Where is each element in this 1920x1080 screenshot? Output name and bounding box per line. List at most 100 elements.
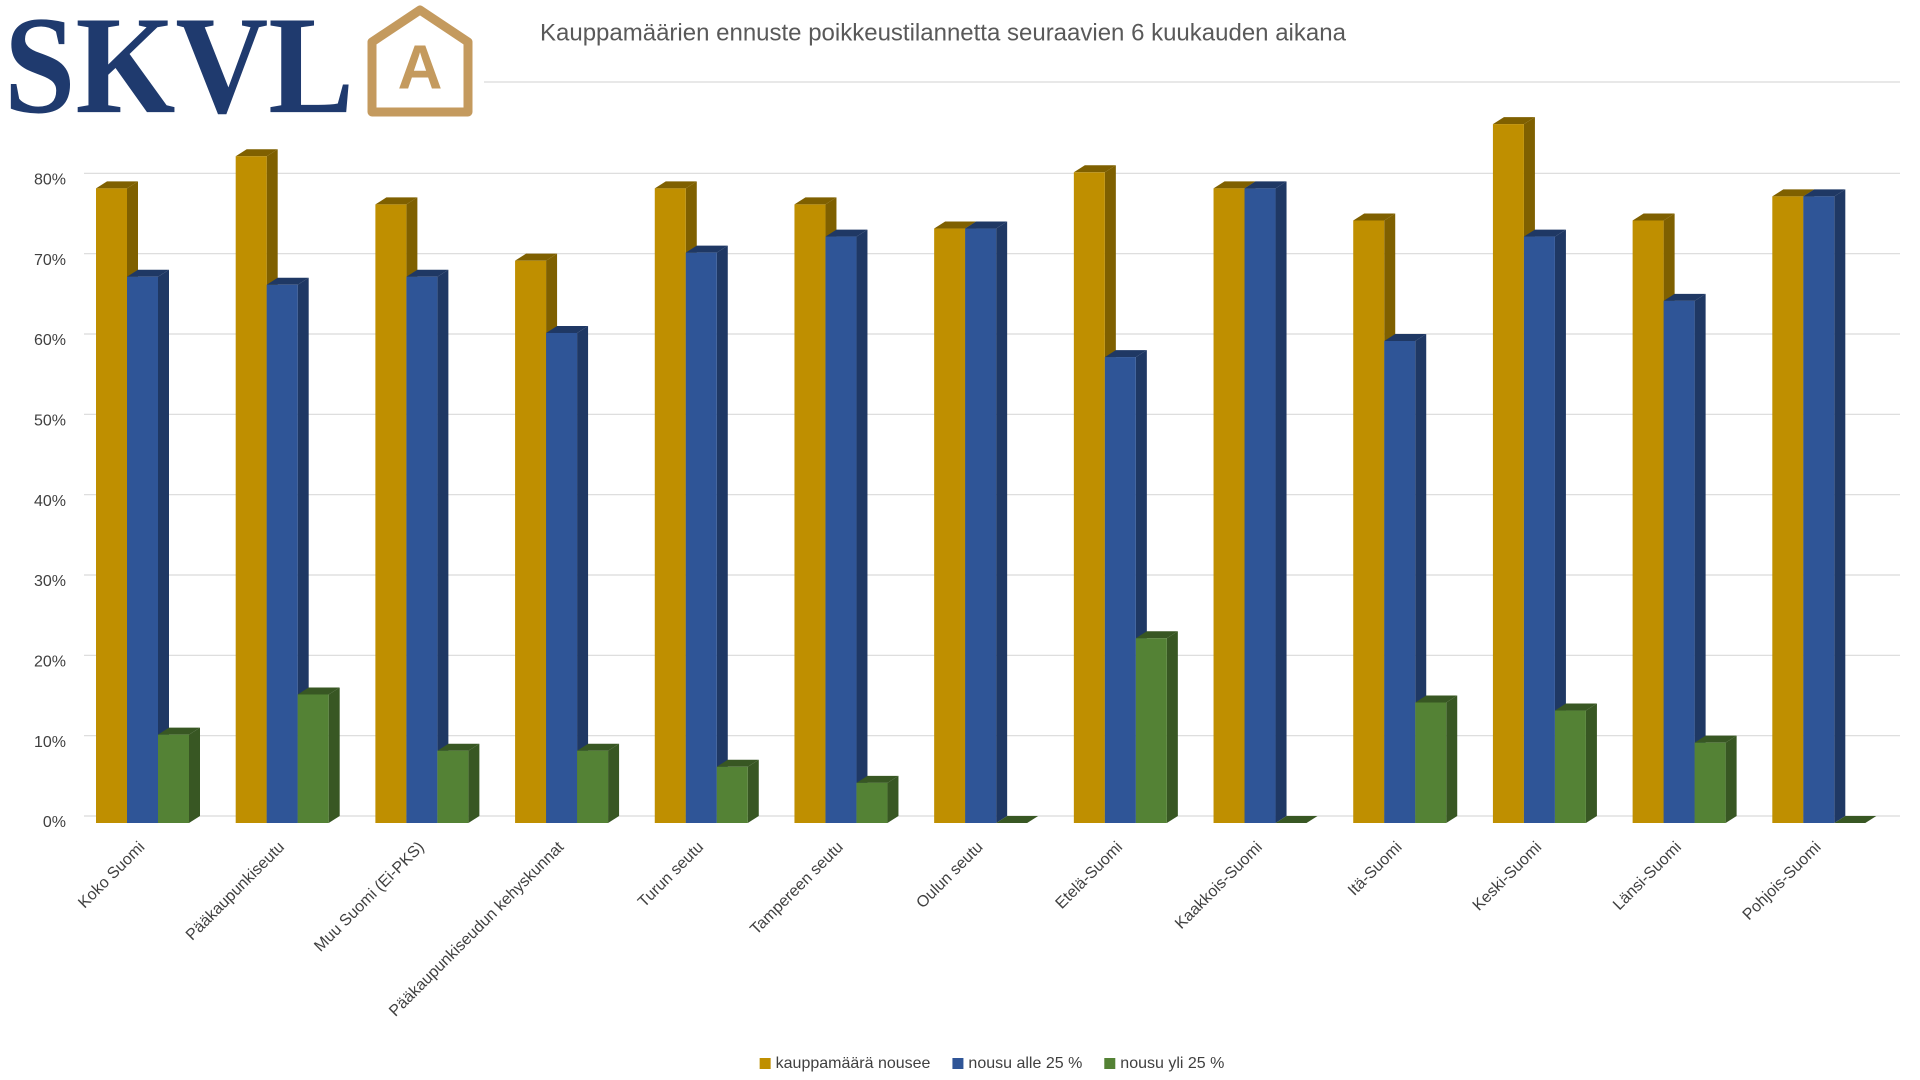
bar-top <box>996 816 1039 823</box>
bar <box>1135 638 1167 823</box>
legend-label: nousu alle 25 % <box>968 1055 1082 1072</box>
bar-top <box>96 181 138 189</box>
bar-top <box>856 775 899 783</box>
bar-top <box>1803 189 1846 197</box>
bar-side <box>1554 229 1566 824</box>
bar <box>1554 710 1586 823</box>
bar <box>127 276 158 823</box>
bar-top <box>1244 181 1287 189</box>
bar-side <box>608 743 620 823</box>
bar-top <box>1104 350 1147 358</box>
logo-letter: A <box>398 33 443 102</box>
bar-top <box>1523 229 1566 237</box>
x-tick-label: Oulun seutu <box>913 839 986 912</box>
bar-top <box>546 325 589 333</box>
bar-side <box>887 775 899 823</box>
y-tick-label: 50% <box>34 413 66 430</box>
bar-side <box>437 269 449 823</box>
logo-text: SKVL <box>4 0 354 143</box>
legend: kauppamäärä nousee nousu alle 25 % nousu y… <box>759 1055 1224 1072</box>
bar-top <box>1632 213 1675 221</box>
x-tick-label: Kaakkois-Suomi <box>1172 839 1266 933</box>
bar <box>1663 300 1695 823</box>
x-tick-label: Länsi-Suomi <box>1610 839 1685 914</box>
bar <box>716 766 748 823</box>
bar <box>1244 188 1276 823</box>
bar <box>1353 220 1385 823</box>
bar-side <box>856 229 868 824</box>
bar-top <box>1663 293 1706 301</box>
bar <box>375 204 407 823</box>
bar <box>515 260 547 824</box>
bar-side <box>468 743 480 823</box>
bar-side <box>1275 181 1287 823</box>
bar <box>1492 124 1524 824</box>
bar-side <box>716 245 728 824</box>
bar-top <box>406 269 449 277</box>
bar-side <box>328 687 340 823</box>
legend-swatch <box>759 1058 771 1069</box>
bar-top <box>716 759 759 767</box>
bar-side <box>577 325 589 823</box>
bar-side <box>1725 735 1737 823</box>
bar <box>96 188 127 823</box>
bar-top <box>266 277 309 285</box>
bar <box>794 204 826 823</box>
bar-top <box>375 197 418 205</box>
bar <box>1384 341 1416 823</box>
bar <box>297 694 329 823</box>
bar <box>1213 188 1245 823</box>
bar-side <box>297 277 309 823</box>
x-tick-label: Tampereen seutu <box>747 839 846 938</box>
bar-top <box>934 221 977 229</box>
bar-top <box>127 269 169 277</box>
bar-top <box>1384 334 1427 341</box>
x-tick-label: Keski-Suomi <box>1470 839 1546 915</box>
bar-top <box>297 687 340 695</box>
x-tick-label: Koko Suomi <box>75 839 148 912</box>
bar-top <box>437 743 480 751</box>
bar <box>1415 702 1447 823</box>
bar <box>406 276 438 823</box>
y-tick-label: 10% <box>34 734 66 751</box>
bar <box>825 236 857 824</box>
bar-top <box>1353 213 1396 221</box>
x-tick-label: Pääkaupunkiseudun kehyskunnat <box>386 838 568 1020</box>
bar-side <box>1834 189 1846 823</box>
bar-side <box>1694 293 1706 823</box>
bar-top <box>1073 165 1116 173</box>
bar <box>1694 742 1726 823</box>
bar-side <box>747 759 759 823</box>
bar-top <box>1554 703 1597 711</box>
legend-swatch <box>1104 1058 1116 1069</box>
x-tick-label: Pohjois-Suomi <box>1740 839 1825 924</box>
x-tick-label: Pääkaupunkiseutu <box>183 839 288 944</box>
y-tick-label: 60% <box>34 332 66 349</box>
bar-top <box>1492 117 1535 125</box>
bar <box>1632 220 1664 823</box>
legend-swatch <box>952 1058 964 1069</box>
bar <box>965 228 997 824</box>
bar-top <box>515 253 558 261</box>
bar-top <box>577 743 620 751</box>
bar <box>158 734 189 823</box>
legend-label: kauppamäärä nousee <box>776 1055 931 1072</box>
y-tick-label: 80% <box>34 172 66 189</box>
bar-top <box>1834 816 1877 823</box>
bar-top <box>1213 181 1256 189</box>
bar-top <box>825 229 868 237</box>
bar-side <box>158 269 169 823</box>
y-tick-label: 0% <box>43 814 66 831</box>
bar-side <box>1446 695 1458 823</box>
bar-top <box>965 221 1008 229</box>
bar-top <box>654 181 697 189</box>
bar <box>856 782 888 823</box>
x-tick-label: Etelä-Suomi <box>1053 839 1127 913</box>
bar <box>1073 172 1105 824</box>
bar <box>654 188 686 823</box>
bar <box>1523 236 1555 824</box>
y-tick-label: 20% <box>34 654 66 671</box>
bar-top <box>1694 735 1737 743</box>
